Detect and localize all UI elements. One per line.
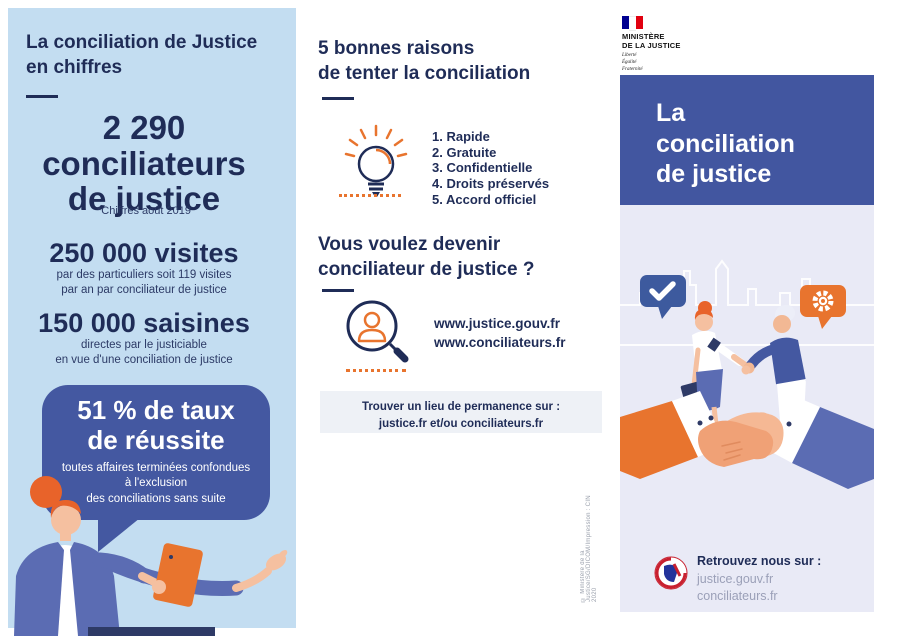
stat-conciliateurs: 2 290 conciliateurs de justice: [42, 109, 246, 218]
cover-title: La conciliation de justice: [656, 99, 795, 188]
stat-saisines-detail: directes par le justiciable en vue d'une…: [55, 339, 233, 366]
magnifier-person-icon: [346, 300, 409, 363]
success-rate-detail: toutes affaires terminées confondues à l…: [61, 461, 251, 505]
ministry-logo: MINISTÈRE DE LA JUSTICE Liberté Égalité …: [622, 16, 732, 73]
success-rate-bubble: 51 % de taux de réussite toutes affaires…: [42, 385, 270, 520]
stat-visites-detail: par des particuliers soit 119 visites pa…: [56, 269, 232, 296]
title-dash: [26, 95, 58, 98]
reason-item: 2. Gratuite: [432, 144, 497, 160]
ministry-motto: Liberté Égalité Fraternité: [622, 53, 643, 72]
dotted-divider: [346, 369, 406, 372]
ministry-name: MINISTÈRE DE LA JUSTICE: [622, 32, 681, 50]
handshake-scene-illustration: [620, 259, 874, 489]
permanence-box: Trouver un lieu de permanence sur : just…: [320, 391, 602, 433]
reason-item: 1. Rapide: [432, 129, 490, 144]
footer-urls: justice.gouv.fr conciliateurs.fr: [697, 572, 778, 603]
gear-bubble-icon: [800, 285, 846, 329]
reason-item: 4. Droits préservés: [432, 175, 550, 191]
check-bubble-icon: [640, 275, 686, 319]
title-dash: [322, 97, 354, 100]
reasons-title: 5 bonnes raisons de tenter la conciliati…: [318, 38, 531, 85]
stat-saisines-value: 150 000 saisines: [38, 308, 250, 338]
footer-label: Retrouvez nous sur :: [697, 554, 822, 568]
cover-header: [620, 75, 874, 205]
bottom-accent-bar: [88, 627, 215, 636]
reason-item: 3. Confidentielle: [432, 160, 533, 176]
stats-panel-title: La conciliation de Justice en chiffres: [26, 32, 258, 79]
title-dash: [322, 289, 354, 292]
stat-visites-value: 250 000 visites: [49, 238, 239, 268]
lightbulb-icon: [344, 124, 408, 197]
reasons-list: 1. Rapide 2. Gratuite 3. Confidentielle …: [432, 130, 549, 208]
become-urls: www.justice.gouv.fr www.conciliateurs.fr: [434, 316, 566, 350]
french-flag-icon: [622, 16, 643, 31]
woman-with-tablet-illustration: [14, 476, 288, 636]
success-rate-headline: 51 % de taux de réussite: [77, 395, 235, 455]
stat-footnote: *Chiffres août 2019: [97, 205, 191, 217]
speech-bubble-tail: [98, 518, 140, 552]
reason-item: 5. Accord officiel: [432, 191, 537, 207]
copyright-notice: © Ministère de la Justice/SG/DICOM/Impre…: [580, 495, 598, 602]
become-title: Vous voulez devenir conciliateur de just…: [318, 234, 535, 281]
dotted-divider: [339, 194, 401, 197]
conciliateurs-de-france-badge: [654, 556, 688, 590]
